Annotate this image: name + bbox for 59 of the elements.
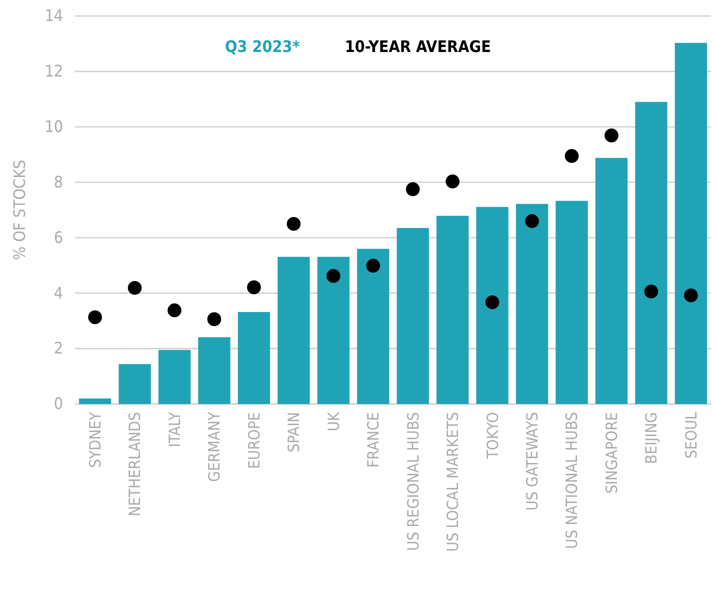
x-tick-label: US LOCAL MARKETS	[444, 412, 462, 552]
text: Q3 2023*	[225, 37, 300, 56]
y-tick-label: 12	[44, 62, 63, 81]
point	[326, 269, 340, 283]
y-tick-label: 2	[54, 338, 63, 358]
x-tick-label: US GATEWAYS	[523, 412, 542, 511]
point	[564, 149, 579, 163]
bar	[158, 350, 191, 404]
y-tick-label: 14	[44, 6, 63, 26]
bar	[674, 42, 708, 404]
bar	[396, 228, 429, 404]
x-tick-label: FRANCE	[364, 412, 383, 468]
x-tick-label: EUROPE	[245, 412, 264, 469]
x-tick-label: SEOUL	[682, 412, 700, 459]
x-tick-label: SYDNEY	[86, 412, 104, 468]
bar	[118, 364, 151, 404]
point	[446, 174, 460, 188]
y-tick-label: 4	[54, 283, 63, 302]
bar	[238, 312, 270, 404]
point	[128, 280, 142, 295]
bar	[635, 102, 668, 404]
x-tick-label: SINGAPORE	[602, 412, 621, 494]
bar	[476, 206, 508, 404]
y-tick-label: 6	[54, 228, 63, 247]
point	[684, 288, 698, 302]
x-tick-label: BEIJING	[642, 412, 661, 464]
point	[485, 295, 500, 310]
point	[366, 258, 380, 273]
point	[604, 128, 618, 142]
text: 10-YEAR AVERAGE	[344, 37, 491, 56]
x-tick-label: US NATIONAL HUBS	[563, 412, 582, 549]
bar	[436, 216, 469, 404]
x-tick-label: SPAIN	[285, 412, 304, 452]
x-tick-label: US REGIONAL HUBS	[404, 412, 422, 551]
x-tick-label: ITALY	[166, 412, 184, 448]
point	[207, 312, 222, 326]
bar	[595, 158, 628, 404]
point	[644, 284, 658, 298]
bar	[317, 256, 350, 404]
x-tick-label: GERMANY	[206, 412, 224, 482]
bar	[357, 248, 390, 404]
bar	[78, 398, 112, 404]
x-tick-label: NETHERLANDS	[126, 412, 144, 516]
y-tick-label: 8	[54, 172, 63, 192]
bar	[556, 200, 588, 404]
y-tick-label: 10	[44, 116, 63, 136]
bar	[198, 337, 230, 404]
point	[247, 280, 261, 294]
y-axis-title: % OF STOCKS	[10, 160, 29, 260]
point	[168, 303, 182, 318]
point	[88, 310, 102, 324]
bar	[278, 256, 310, 404]
y-tick-label: 0	[54, 394, 63, 414]
x-tick-label: UK	[324, 411, 343, 432]
point	[525, 214, 539, 228]
point	[286, 216, 301, 231]
bar	[516, 204, 548, 404]
point	[406, 182, 420, 196]
x-tick-label: TOKYO	[484, 412, 502, 460]
